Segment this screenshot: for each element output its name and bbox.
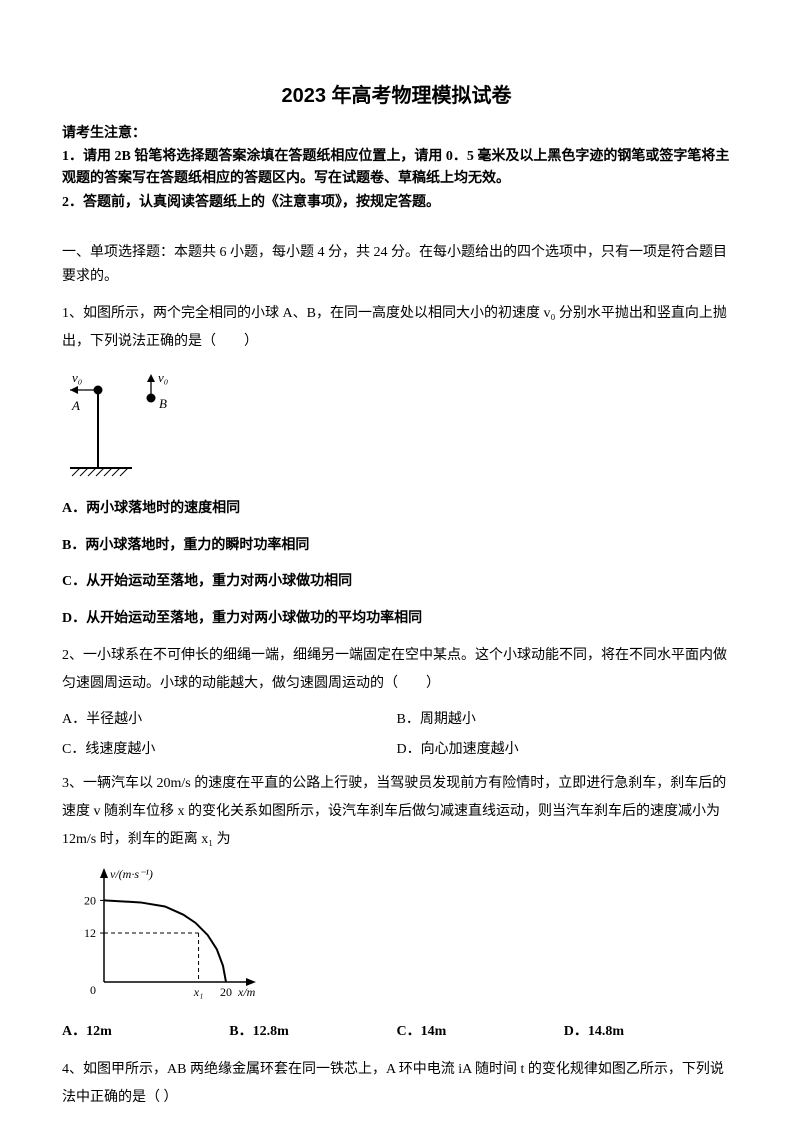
q3-option-d: D．14.8m — [564, 1022, 731, 1042]
q2-option-b: B．周期越小 — [397, 710, 732, 730]
question-4: 4、如图甲所示，AB 两绝缘金属环套在同一铁芯上，A 环中电流 iA 随时间 t… — [62, 1056, 731, 1112]
svg-text:20: 20 — [84, 893, 96, 907]
question-2: 2、一小球系在不可伸长的细绳一端，细绳另一端固定在空中某点。这个小球动能不同，将… — [62, 642, 731, 698]
page-title: 2023 年高考物理模拟试卷 — [62, 82, 731, 110]
q1-option-c: C．从开始运动至落地，重力对两小球做功相同 — [62, 569, 731, 596]
q3-option-b: B．12.8m — [229, 1022, 396, 1042]
label-v0-left: v₀ — [72, 370, 82, 385]
q2-option-a: A．半径越小 — [62, 710, 397, 730]
svg-text:20: 20 — [220, 985, 232, 999]
label-a: A — [71, 398, 80, 413]
notice-head: 请考生注意： — [62, 124, 731, 144]
q1-diagram: v₀ v₀ A B — [66, 368, 731, 490]
svg-text:12: 12 — [84, 926, 96, 940]
q3-option-c: C．14m — [397, 1022, 564, 1042]
ground-hatch — [72, 468, 128, 476]
svg-text:x₁: x₁ — [193, 985, 204, 999]
q2-option-c: C．线速度越小 — [62, 740, 397, 760]
notice-1: 1．请用 2B 铅笔将选择题答案涂填在答题纸相应位置上，请用 0．5 毫米及以上… — [62, 146, 731, 191]
q1-option-d: D．从开始运动至落地，重力对两小球做功的平均功率相同 — [62, 606, 731, 633]
q1-option-a: A．两小球落地时的速度相同 — [62, 496, 731, 523]
svg-text:v/(m·s⁻¹): v/(m·s⁻¹) — [110, 867, 153, 881]
svg-text:x/m: x/m — [237, 985, 256, 999]
ball-b — [147, 394, 156, 403]
q2-option-d: D．向心加速度越小 — [397, 740, 732, 760]
q3-chart: 12 20 0 20 x₁ v/(m·s⁻¹) x/m — [66, 866, 731, 1013]
question-1: 1、如图所示，两个完全相同的小球 A、B，在同一高度处以相同大小的初速度 v₀ … — [62, 300, 731, 356]
q3-option-a: A．12m — [62, 1022, 229, 1042]
question-3: 3、一辆汽车以 20m/s 的速度在平直的公路上行驶，当驾驶员发现前方有险情时，… — [62, 770, 731, 854]
notice-2: 2．答题前，认真阅读答题纸上的《注意事项》，按规定答题。 — [62, 192, 731, 214]
svg-text:0: 0 — [90, 983, 96, 997]
q1-option-b: B．两小球落地时，重力的瞬时功率相同 — [62, 533, 731, 560]
label-b: B — [159, 396, 167, 411]
section-1-head: 一、单项选择题：本题共 6 小题，每小题 4 分，共 24 分。在每小题给出的四… — [62, 241, 731, 289]
ball-a — [94, 386, 103, 395]
label-v0-right: v₀ — [158, 370, 168, 385]
